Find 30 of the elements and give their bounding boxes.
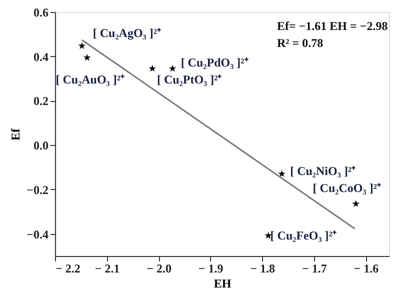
x-tick-label: − 1.6 bbox=[354, 262, 379, 276]
annotation: [ Cu₂AgO₃ ]²⁺ bbox=[92, 26, 161, 40]
annotation: [ Cu₂CoO₃ ]²⁺ bbox=[312, 180, 381, 195]
point bbox=[352, 200, 360, 208]
point bbox=[148, 64, 156, 72]
annotation: R² = 0.78 bbox=[277, 36, 324, 50]
y-tick-label: 0.6 bbox=[34, 6, 48, 20]
y-tick-label: 0.4 bbox=[34, 50, 48, 64]
y-tick-label: 0.2 bbox=[34, 94, 48, 108]
x-axis-title: EH bbox=[214, 276, 232, 290]
x-tick-label: − 1.8 bbox=[250, 262, 276, 276]
y-tick-label: 0.0 bbox=[34, 138, 48, 153]
annotation: [ Cu₂NiO₃ ]²⁺ bbox=[290, 164, 356, 178]
annotation: [ Cu₂PdO₃ ]²⁺ bbox=[180, 56, 248, 70]
point bbox=[78, 42, 86, 50]
point bbox=[168, 64, 176, 72]
annotation: [ Cu₂FeO₃ ]²⁺ bbox=[270, 228, 336, 243]
x-tick-label: − 2.0 bbox=[146, 262, 172, 276]
annotation: [ Cu₂PtO₃ ]²⁺ bbox=[156, 72, 222, 87]
x-tick-label: − 1.7 bbox=[302, 262, 327, 276]
x-tick-label: − 2.1 bbox=[94, 262, 120, 276]
y-tick-label: −0.4 bbox=[26, 227, 48, 242]
x-tick-label: − 1.9 bbox=[198, 262, 224, 276]
y-axis-title: Ef bbox=[8, 127, 23, 140]
point bbox=[83, 54, 91, 61]
y-tick-label: −0.2 bbox=[26, 182, 48, 197]
point bbox=[278, 170, 286, 178]
x-tick-label: − 2.2 bbox=[56, 262, 80, 276]
annotation: [ Cu₂AuO₃ ]²⁺ bbox=[56, 72, 125, 87]
annotation: Ef= −1.61 EH = −2.98 bbox=[277, 19, 388, 33]
